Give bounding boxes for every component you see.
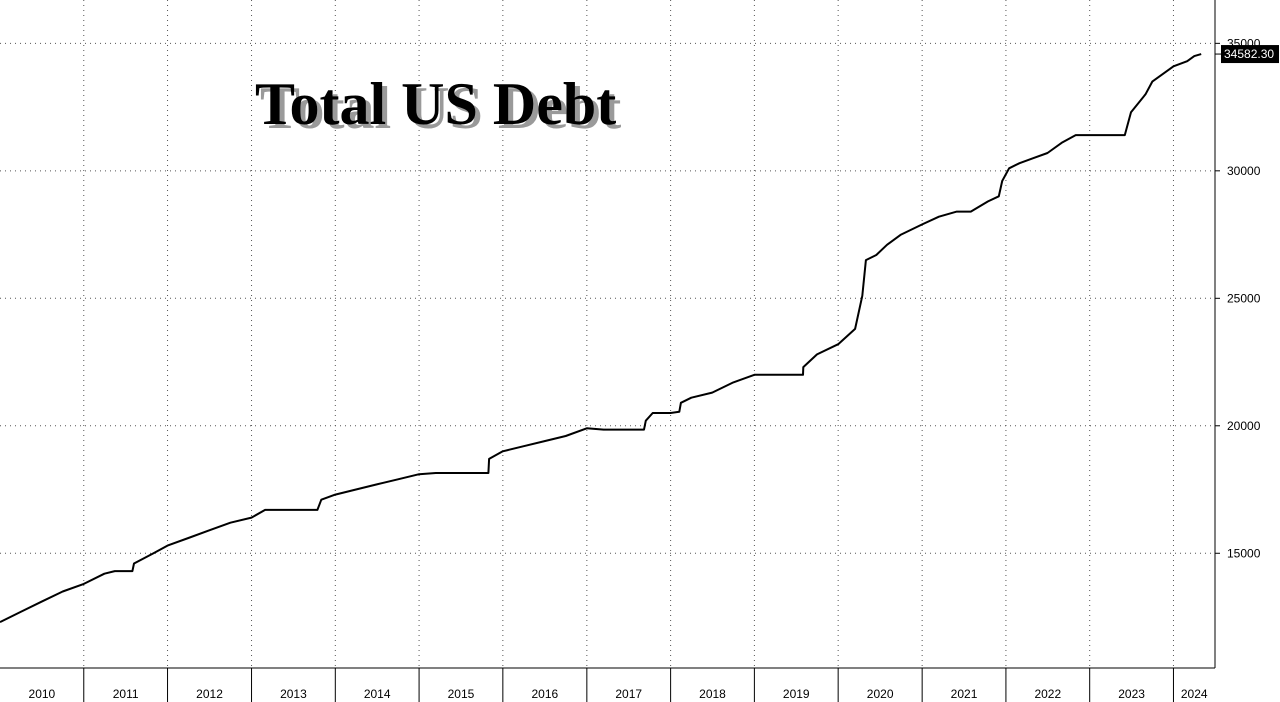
last-value-box bbox=[1221, 45, 1279, 64]
label-layer: 34582.30 bbox=[1215, 45, 1279, 64]
x-tick-label: 2022 bbox=[1034, 687, 1061, 701]
y-tick-label: 20000 bbox=[1227, 419, 1261, 433]
x-tick-label: 2014 bbox=[364, 687, 391, 701]
last-value-label: 34582.30 bbox=[1224, 47, 1274, 61]
line-layer bbox=[0, 53, 1202, 623]
x-tick-label: 2012 bbox=[196, 687, 223, 701]
chart-title-shadow: Total US Debt bbox=[260, 75, 621, 141]
x-tick-label: 2017 bbox=[615, 687, 642, 701]
y-tick-label: 15000 bbox=[1227, 546, 1261, 560]
x-tick-label: 2021 bbox=[951, 687, 978, 701]
series-line bbox=[0, 53, 1202, 623]
y-tick-label: 25000 bbox=[1227, 291, 1261, 305]
chart-title: Total US Debt bbox=[255, 71, 616, 137]
x-tick-label: 2020 bbox=[867, 687, 894, 701]
x-tick-label: 2024 bbox=[1181, 687, 1208, 701]
y-tick-label: 30000 bbox=[1227, 164, 1261, 178]
x-tick-label: 2011 bbox=[113, 687, 139, 701]
x-tick-label: 2010 bbox=[29, 687, 56, 701]
x-tick-label: 2015 bbox=[448, 687, 475, 701]
x-tick-label: 2019 bbox=[783, 687, 810, 701]
x-tick-label: 2023 bbox=[1118, 687, 1145, 701]
x-tick-label: 2013 bbox=[280, 687, 307, 701]
x-tick-label: 2018 bbox=[699, 687, 726, 701]
x-tick-label: 2016 bbox=[531, 687, 558, 701]
chart-title-group: Total US Debt Total US Debt bbox=[255, 71, 621, 141]
